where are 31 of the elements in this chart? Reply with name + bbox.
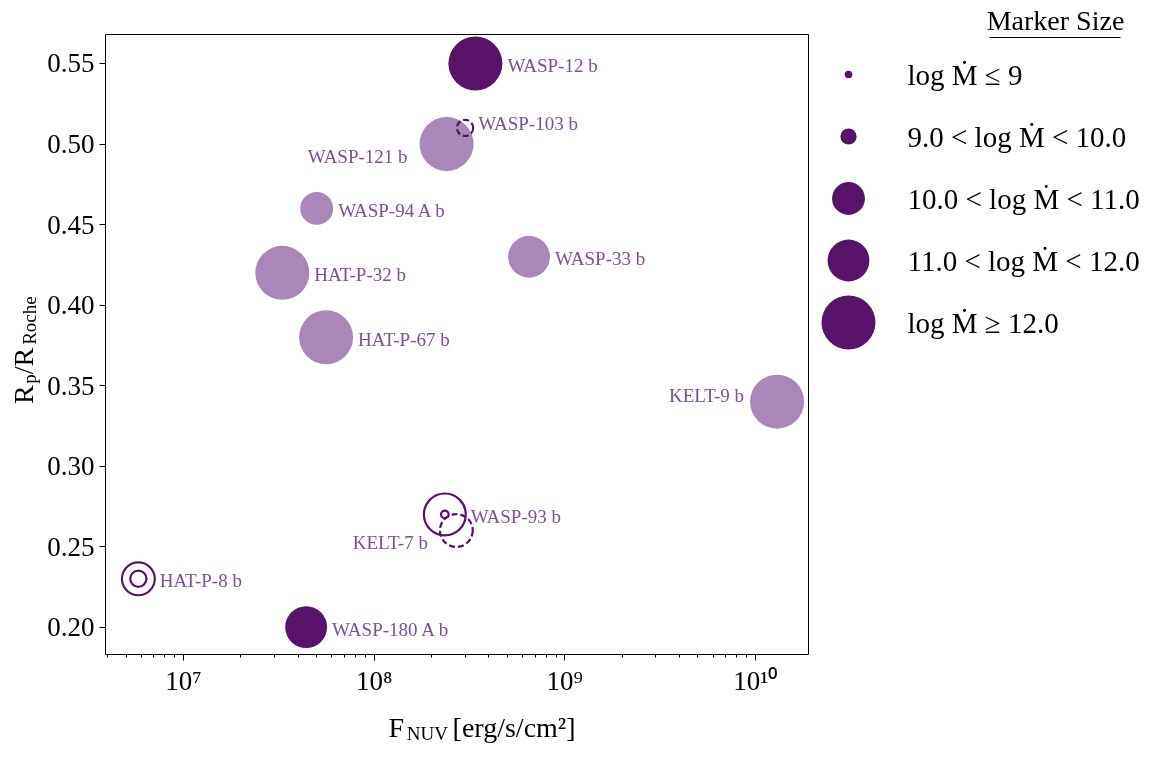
- annotation: WASP-121 b: [307, 145, 408, 167]
- legend-label: log Ṁ ≤ 9: [907, 58, 1023, 91]
- y-tick-label: 0.25: [47, 531, 95, 562]
- annotation: WASP-33 b: [554, 248, 646, 270]
- legend-title: Marker Size: [986, 5, 1125, 36]
- y-axis-title: Rp/RRoche: [8, 296, 41, 404]
- annotation: KELT-7 b: [352, 532, 428, 553]
- annotation: WASP-93 b: [470, 505, 562, 527]
- annotation: WASP-12 b: [507, 54, 598, 76]
- y-tick-label: 0.55: [47, 48, 95, 79]
- annotation: HAT-P-32 b: [314, 264, 406, 286]
- x-tick-label: 10¹⁰: [733, 665, 778, 696]
- annotation: KELT-9 b: [668, 385, 745, 407]
- annotation: WASP-180 A b: [332, 618, 449, 640]
- annotation: WASP-103 b: [478, 113, 578, 135]
- legend-label: 10.0 < log Ṁ < 11.0: [907, 182, 1140, 215]
- legend-label: 11.0 < log Ṁ < 12.0: [907, 244, 1140, 277]
- legend-label: log Ṁ ≥ 12.0: [907, 306, 1059, 339]
- x-tick-label: 10⁸: [355, 665, 393, 696]
- y-tick-label: 0.30: [47, 451, 95, 482]
- y-tick-label: 0.20: [47, 612, 95, 643]
- annotation: HAT-P-8 b: [159, 570, 242, 592]
- y-tick-label: 0.45: [47, 209, 95, 240]
- legend-label: 9.0 < log Ṁ < 10.0: [907, 120, 1127, 153]
- annotation: HAT-P-67 b: [358, 328, 450, 350]
- y-tick-label: 0.40: [47, 290, 95, 321]
- annotation: WASP-94 A b: [338, 199, 445, 221]
- y-tick-label: 0.50: [47, 129, 95, 160]
- x-tick-label: 10⁹: [546, 665, 583, 696]
- y-tick-label: 0.35: [47, 370, 95, 401]
- x-tick-label: 10⁷: [165, 665, 202, 696]
